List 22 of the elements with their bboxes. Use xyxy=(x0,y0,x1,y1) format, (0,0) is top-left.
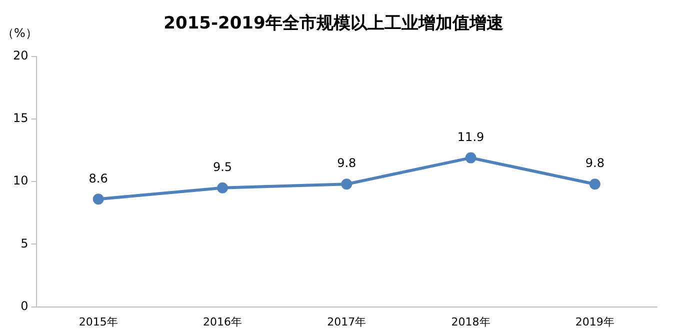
point xyxy=(465,152,476,164)
y-tick-label: 0 xyxy=(20,298,28,313)
y-tick-label: 10 xyxy=(12,174,28,188)
point xyxy=(216,182,228,194)
data-label: 9.5 xyxy=(212,160,232,174)
x-tick-label: 2019年 xyxy=(575,315,614,328)
point xyxy=(92,194,104,205)
data-label: 8.6 xyxy=(88,171,108,186)
x-tick-label: 2016年 xyxy=(202,315,242,328)
y-tick-label: 5 xyxy=(20,236,28,250)
data-label: 9.8 xyxy=(585,156,604,170)
data-label: 11.9 xyxy=(457,130,484,144)
point xyxy=(341,178,352,190)
data-label: 9.8 xyxy=(337,156,356,170)
x-tick-label: 2017年 xyxy=(327,315,366,328)
y-tick-label: 15 xyxy=(12,111,28,126)
x-tick-label: 2018年 xyxy=(451,315,490,328)
y-tick-label: 20 xyxy=(12,48,28,63)
y-axis-title: （%） xyxy=(2,26,38,40)
point xyxy=(589,178,600,190)
x-tick-label: 2015年 xyxy=(78,315,118,328)
chart-title: 2015-2019年全市规模以上工业增加值增速 xyxy=(164,14,504,34)
